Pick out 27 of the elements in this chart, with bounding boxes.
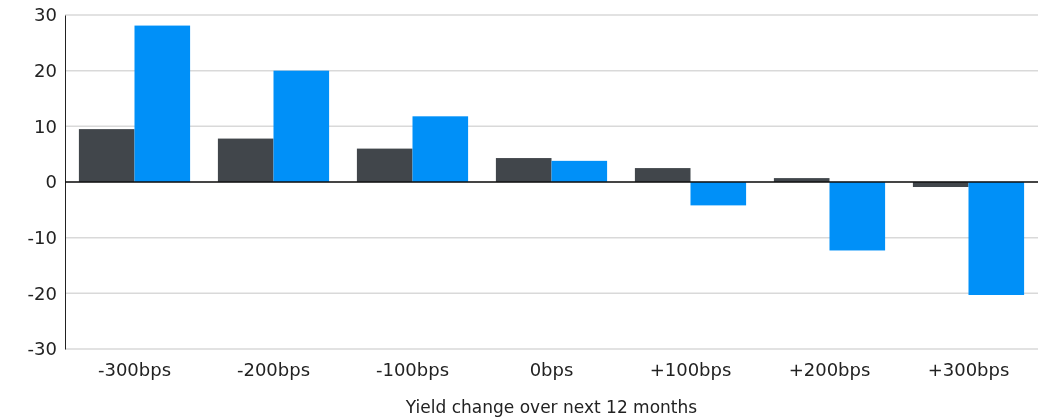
bar <box>273 70 330 182</box>
bar <box>134 25 191 182</box>
x-tick-label: +100bps <box>649 358 732 380</box>
y-tick-label: -10 <box>27 226 57 248</box>
bar <box>968 182 1025 295</box>
bar <box>829 182 886 251</box>
x-tick-label: -100bps <box>375 358 450 380</box>
bar <box>412 116 469 182</box>
y-tick-label: 20 <box>34 59 57 81</box>
bar <box>690 182 747 206</box>
bar <box>495 158 552 182</box>
y-tick-label: -20 <box>27 282 57 304</box>
bar <box>551 160 608 182</box>
x-tick-label: +300bps <box>927 358 1010 380</box>
bar <box>634 168 691 182</box>
x-tick-label: -300bps <box>97 358 172 380</box>
y-tick-label: 10 <box>34 115 57 137</box>
bar <box>217 138 274 182</box>
y-tick-label: -30 <box>27 338 57 360</box>
bar <box>78 129 135 182</box>
x-tick-label: 0bps <box>529 358 574 380</box>
x-tick-label: -200bps <box>236 358 311 380</box>
x-axis-title: Yield change over next 12 months <box>404 397 698 417</box>
y-tick-label: 0 <box>45 171 57 193</box>
bar <box>356 148 413 182</box>
y-tick-label: 30 <box>34 4 57 26</box>
x-tick-label: +200bps <box>788 358 871 380</box>
